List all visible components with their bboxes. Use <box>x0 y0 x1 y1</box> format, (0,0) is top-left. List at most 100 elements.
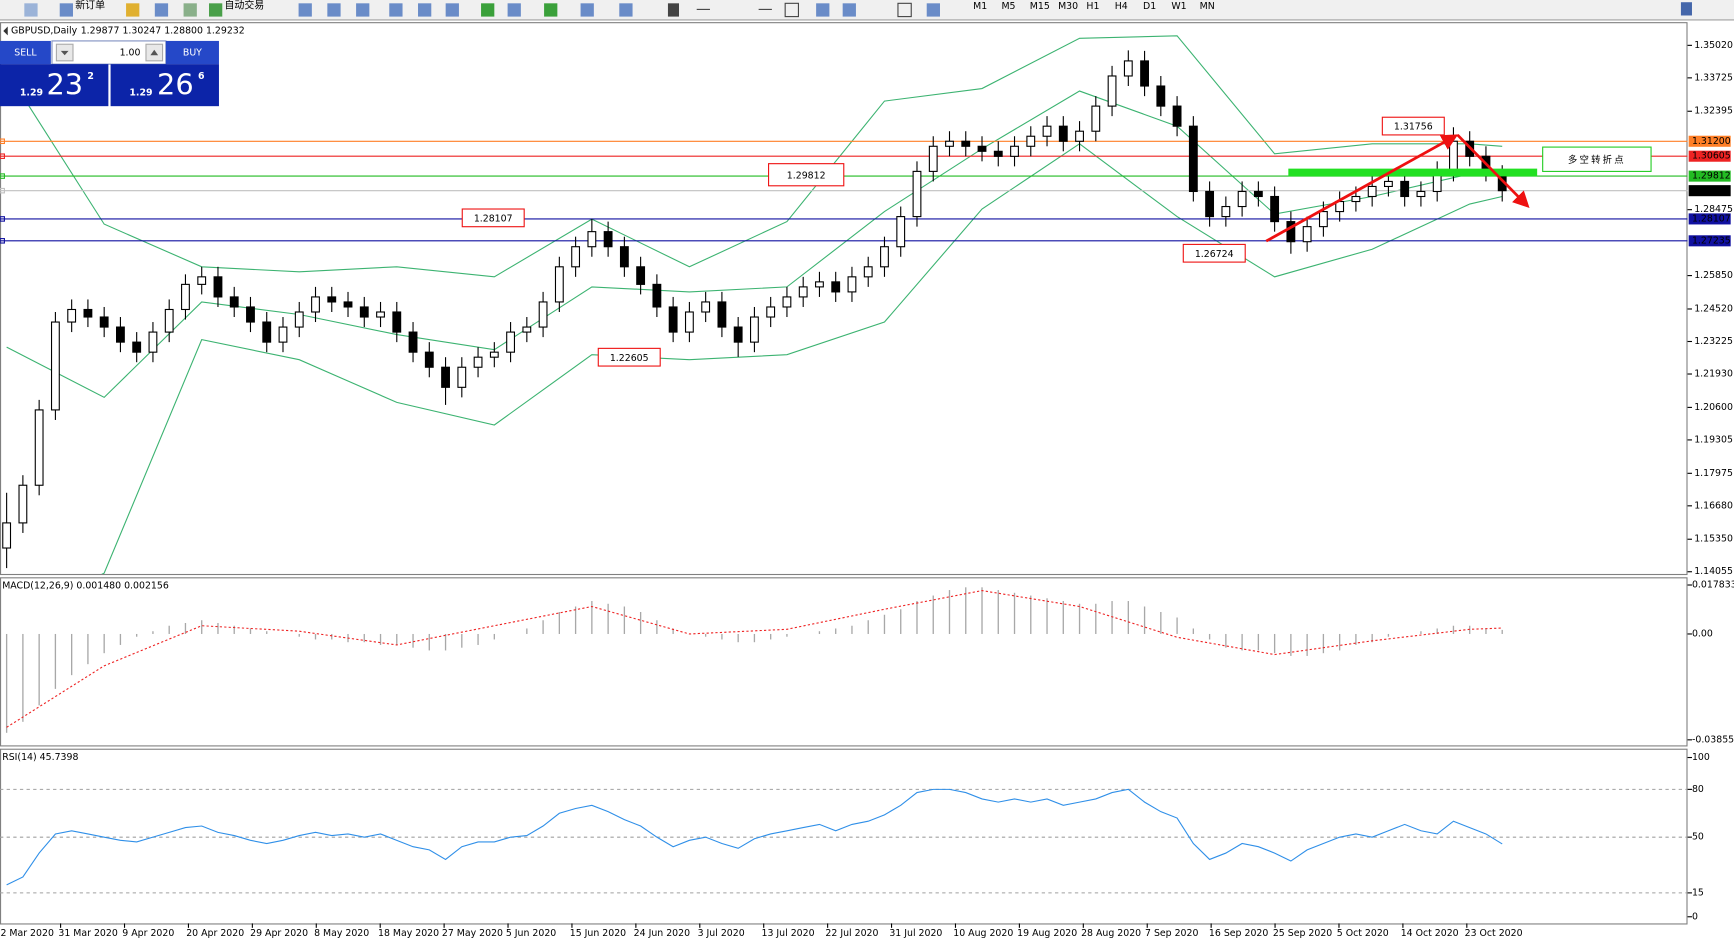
icon[interactable] <box>183 3 197 17</box>
candle-body <box>896 216 906 248</box>
icon[interactable] <box>897 2 912 18</box>
icon[interactable] <box>619 3 633 17</box>
candle-body <box>945 140 954 147</box>
price-annotation-box <box>1182 243 1246 263</box>
icon[interactable] <box>24 3 38 17</box>
candle-body <box>684 311 694 333</box>
candle-body <box>441 366 450 388</box>
icon[interactable] <box>445 3 459 17</box>
icon[interactable] <box>544 3 558 17</box>
x-tick-label: 31 Mar 2020 <box>58 928 117 939</box>
candle-body <box>1042 125 1052 137</box>
candle-body <box>99 316 109 328</box>
sell-text: SELL <box>14 48 37 59</box>
y-tick-label: 0 <box>1692 911 1698 922</box>
candle-body <box>148 331 158 353</box>
x-tick-label: 25 Sep 2020 <box>1273 928 1332 939</box>
timeframe-button[interactable]: M5 <box>1001 1 1015 12</box>
candle-body <box>408 331 418 353</box>
timeframe-button[interactable]: H1 <box>1086 1 1099 12</box>
candle-body <box>912 170 922 218</box>
timeframe-button[interactable]: M30 <box>1058 1 1078 12</box>
timeframe-button[interactable]: M1 <box>973 1 987 12</box>
x-tick-label: 22 Jul 2020 <box>825 928 878 939</box>
icon[interactable] <box>327 3 341 17</box>
icon[interactable] <box>816 3 830 17</box>
candle-body <box>457 366 467 388</box>
candle-body <box>2 522 12 549</box>
rsi-label: RSI(14) 45.7398 <box>2 752 78 763</box>
x-tick-label: 9 Apr 2020 <box>122 928 174 939</box>
sell-button[interactable] <box>0 40 51 65</box>
candle-body <box>522 326 532 333</box>
icon[interactable] <box>126 3 140 17</box>
candle-body <box>571 246 581 268</box>
icon[interactable] <box>356 3 370 17</box>
turning-point-label: 多空转折点 <box>1568 154 1626 166</box>
candle-body <box>831 281 841 293</box>
candle-body <box>1091 105 1101 132</box>
candle-body <box>619 246 629 268</box>
auto-trading-button[interactable]: 自动交易 <box>224 0 264 12</box>
x-tick-label: 24 Jun 2020 <box>634 928 690 939</box>
macd-label: MACD(12,26,9) 0.001480 0.002156 <box>2 581 169 592</box>
candle-body <box>392 311 402 333</box>
icon[interactable] <box>580 3 594 17</box>
candle-body <box>668 306 678 333</box>
x-tick-label: 3 Jul 2020 <box>698 928 745 939</box>
candle-body <box>18 484 28 524</box>
y-tick-label: 1.14055 <box>1694 566 1733 577</box>
timeframe-button[interactable]: MN <box>1200 1 1215 12</box>
level-marker <box>0 153 5 159</box>
candle-body <box>1318 211 1328 228</box>
timeframe-button[interactable]: D1 <box>1143 1 1156 12</box>
level-marker <box>0 238 5 244</box>
arrow-up <box>1265 134 1459 243</box>
x-tick-label: 15 Jun 2020 <box>570 928 626 939</box>
buy-price[interactable] <box>110 64 219 107</box>
timeframe-button[interactable]: W1 <box>1171 1 1186 12</box>
y-tick-label: 1.17975 <box>1694 468 1733 479</box>
icon[interactable] <box>1680 2 1692 16</box>
new-order-button[interactable]: 新订单 <box>75 0 105 12</box>
candle-body <box>229 296 239 308</box>
icon[interactable] <box>418 3 432 17</box>
candle-body <box>717 301 727 328</box>
lot-down-arrow <box>60 50 69 56</box>
ohlc-label: 1.29877 1.30247 1.28800 1.29232 <box>81 25 245 36</box>
candle-body <box>1140 60 1149 87</box>
buy-button[interactable] <box>165 40 219 65</box>
icon[interactable] <box>507 3 521 17</box>
icon[interactable] <box>842 3 856 17</box>
icon[interactable] <box>481 3 495 17</box>
candle-body <box>424 351 434 368</box>
candle-body <box>1172 105 1182 127</box>
icon[interactable] <box>298 3 312 17</box>
icon[interactable] <box>696 8 710 10</box>
icon[interactable] <box>389 3 403 17</box>
level-tag <box>1688 185 1731 197</box>
candle-body <box>343 301 353 308</box>
icon[interactable] <box>667 3 680 17</box>
x-tick-label: 18 May 2020 <box>378 928 439 939</box>
candle-body <box>749 316 759 343</box>
timeframe-button[interactable]: M15 <box>1030 1 1050 12</box>
candle-body <box>928 145 938 172</box>
icon[interactable] <box>758 8 772 10</box>
toolbar-icons <box>24 2 1692 18</box>
icon[interactable] <box>784 2 799 18</box>
lot-text: 1.00 <box>120 48 141 59</box>
level-tag <box>1688 213 1731 225</box>
sell-price[interactable] <box>0 64 109 107</box>
timeframe-button[interactable]: H4 <box>1115 1 1128 12</box>
lot-up-arrow <box>150 49 159 56</box>
icon[interactable] <box>209 3 223 17</box>
icon[interactable] <box>59 3 73 17</box>
icon[interactable] <box>926 3 940 17</box>
toolbar <box>0 0 1734 20</box>
macd-signal-line <box>6 590 1503 728</box>
icon[interactable] <box>154 3 169 17</box>
x-tick-label: 8 May 2020 <box>314 928 369 939</box>
